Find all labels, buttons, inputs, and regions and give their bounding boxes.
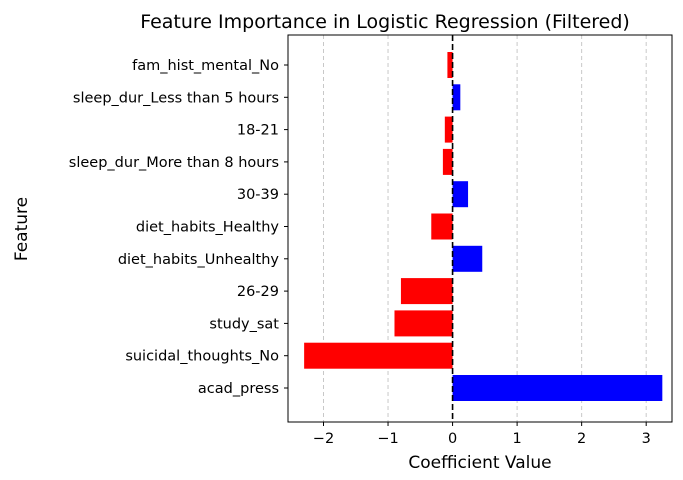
x-tick-label-3: 1 <box>512 431 521 447</box>
x-tick-label-0: −2 <box>313 431 334 447</box>
x-tick-label-2: 0 <box>448 431 457 447</box>
x-tick-label-4: 2 <box>577 431 586 447</box>
y-tick-label-8: study_sat <box>209 316 279 332</box>
bar-4 <box>452 181 469 208</box>
x-ticks: −2 −1 0 1 2 3 <box>313 422 651 447</box>
bar-2 <box>444 116 453 143</box>
y-tick-label-7: 26-29 <box>237 284 279 300</box>
bar-10 <box>452 375 663 401</box>
bar-0 <box>447 52 453 78</box>
x-axis-label: Coefficient Value <box>408 453 551 473</box>
plot-frame <box>287 34 673 423</box>
bar-1 <box>452 84 461 111</box>
bar-8 <box>394 310 453 337</box>
bar-9 <box>304 342 453 369</box>
y-tick-label-2: 18-21 <box>237 123 279 139</box>
y-axis-label: Feature <box>12 197 32 261</box>
bar-6 <box>452 245 483 272</box>
bars <box>304 52 663 401</box>
bar-5 <box>431 213 453 240</box>
y-tick-label-3: sleep_dur_More than 8 hours <box>69 155 279 171</box>
y-tick-label-6: diet_habits_Unhealthy <box>118 252 280 268</box>
y-tick-label-5: diet_habits_Healthy <box>136 220 280 236</box>
x-tick-label-5: 3 <box>642 431 651 447</box>
y-tick-label-9: suicidal_thoughts_No <box>125 349 279 365</box>
y-tick-label-4: 30-39 <box>237 187 279 203</box>
chart-title: Feature Importance in Logistic Regressio… <box>140 11 630 33</box>
bar-7 <box>400 278 453 305</box>
y-tick-label-1: sleep_dur_Less than 5 hours <box>73 90 279 106</box>
x-tick-label-1: −1 <box>377 431 398 447</box>
y-tick-label-10: acad_press <box>198 381 279 397</box>
y-tick-label-0: fam_hist_mental_No <box>132 58 279 74</box>
bar-3 <box>442 148 453 175</box>
y-ticks: fam_hist_mental_No sleep_dur_Less than 5 … <box>69 58 288 397</box>
